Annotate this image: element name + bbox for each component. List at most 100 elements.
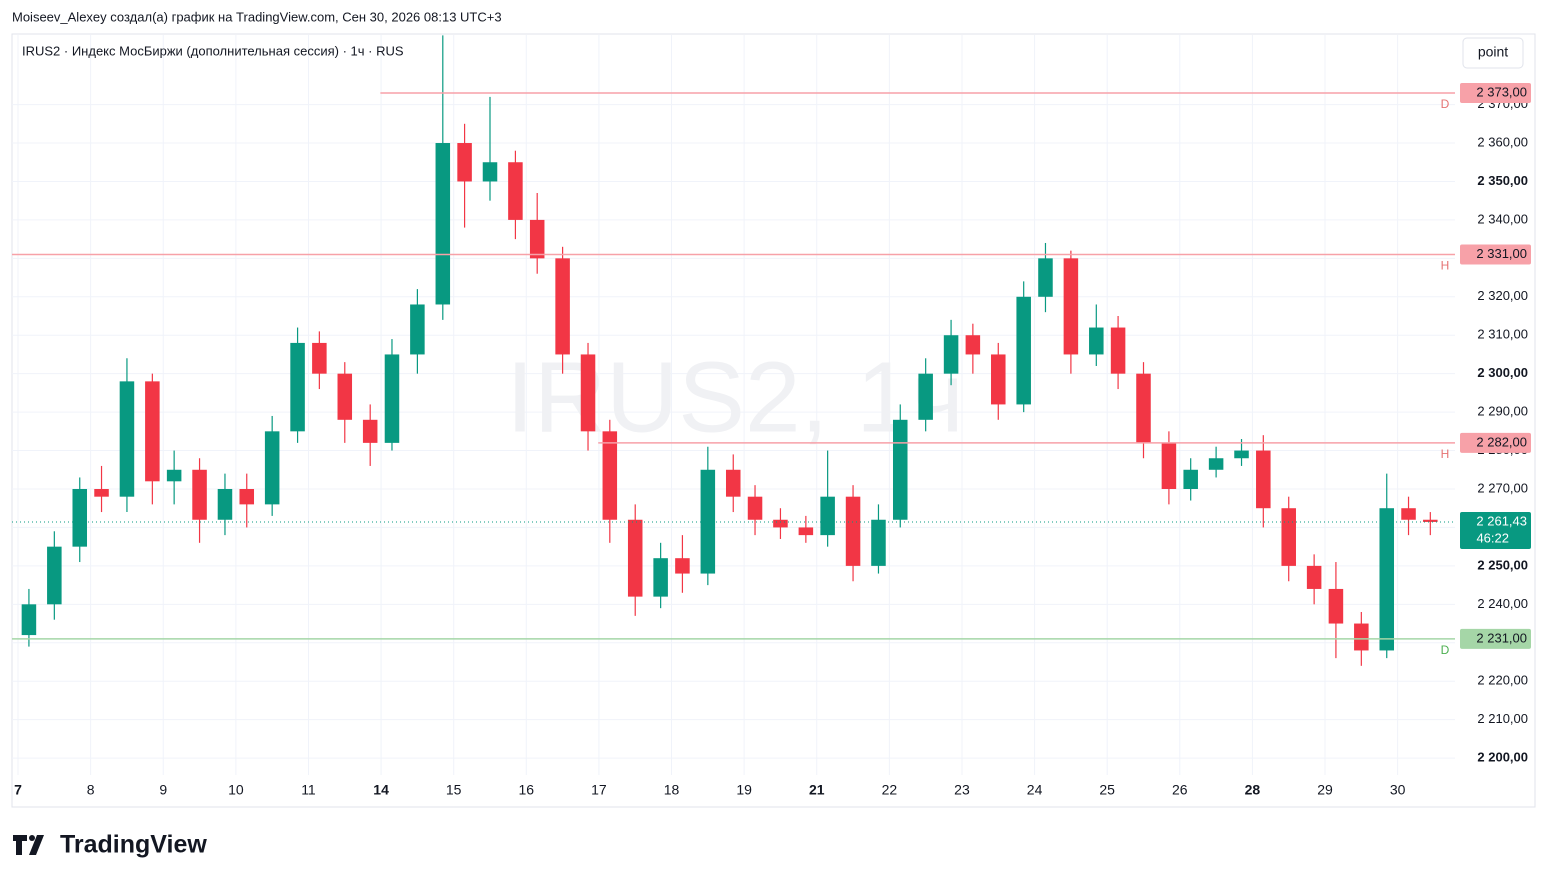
candle-body: [602, 431, 618, 520]
y-tick-label: 2 350,00: [1477, 173, 1528, 188]
candle-body: [700, 469, 716, 574]
level-label-box: [1460, 432, 1531, 453]
candle-body: [239, 488, 255, 505]
candle-body: [1110, 327, 1126, 374]
level-label: 2 282,00: [1476, 434, 1527, 449]
x-tick-label: 29: [1317, 782, 1333, 798]
x-tick-label: 14: [373, 782, 389, 798]
x-tick-label: 24: [1027, 782, 1043, 798]
candle-body: [119, 381, 135, 497]
candle-body: [1234, 450, 1249, 459]
candle-body: [747, 496, 763, 520]
candle-body: [1089, 327, 1104, 355]
candle-body: [21, 604, 37, 636]
level-label: 2 231,00: [1476, 630, 1527, 645]
grid: [12, 35, 1455, 775]
candle-body: [773, 519, 788, 528]
candle-body: [943, 335, 959, 374]
candle-body: [580, 354, 596, 432]
candle-body: [264, 431, 280, 505]
chart-title: IRUS2 · Индекс МосБиржи (дополнительная …: [22, 43, 404, 58]
candle-body: [290, 342, 305, 432]
candle-body: [410, 304, 425, 355]
credit: Moiseev_Alexey создал(а) график на Tradi…: [12, 9, 502, 24]
y-tick-label: 2 250,00: [1477, 557, 1528, 572]
current-price-timer: 46:22: [1476, 530, 1509, 545]
candle-body: [845, 496, 861, 566]
candle-body: [192, 469, 207, 520]
point-button-label[interactable]: point: [1478, 44, 1508, 60]
y-tick-label: 2 210,00: [1477, 711, 1528, 726]
plot: [12, 35, 1455, 666]
candle-body: [1423, 519, 1438, 522]
y-tick-label: 2 290,00: [1477, 404, 1528, 419]
x-tick-label: 25: [1099, 782, 1115, 798]
point-button[interactable]: [1462, 37, 1524, 69]
y-tick-label: 2 300,00: [1477, 365, 1528, 380]
level-label: 2 331,00: [1476, 246, 1527, 261]
candle-body: [384, 354, 400, 443]
level-label-box: [1460, 83, 1531, 104]
candle-body: [94, 488, 109, 497]
x-tick-label: 17: [591, 782, 607, 798]
candle-body: [991, 354, 1006, 405]
x-tick-label: 23: [954, 782, 970, 798]
candle-body: [312, 342, 327, 374]
candle-body: [1161, 442, 1177, 489]
logo-icon: [13, 835, 44, 855]
candle-body: [145, 381, 160, 482]
candle-body: [217, 488, 233, 520]
candle-body: [1281, 508, 1296, 566]
candle-body: [72, 488, 88, 547]
current-price-box: [1460, 511, 1531, 549]
candle-body: [555, 258, 570, 355]
candle-body: [529, 219, 545, 259]
y-tick-label: 2 360,00: [1477, 134, 1528, 149]
chart-frame: [11, 33, 1536, 808]
level-label: 2 373,00: [1476, 84, 1527, 99]
x-tick-label: 9: [159, 782, 167, 798]
x-tick-label: 21: [809, 782, 825, 798]
x-tick-label: 22: [882, 782, 898, 798]
candle-body: [166, 469, 182, 482]
candle-body: [47, 546, 62, 605]
y-tick-label: 2 340,00: [1477, 211, 1528, 226]
level-tag: D: [1441, 643, 1450, 657]
level-tag: H: [1441, 447, 1450, 461]
level-tag: H: [1441, 259, 1450, 273]
candle-body: [1183, 469, 1198, 489]
candle-body: [820, 496, 835, 536]
candle-body: [798, 527, 814, 536]
current-price-label: 2 261,43: [1476, 513, 1527, 528]
x-tick-label: 10: [228, 782, 244, 798]
y-tick-label: 2 310,00: [1477, 327, 1528, 342]
x-tick-label: 18: [664, 782, 680, 798]
candle-body: [362, 419, 378, 443]
candle-body: [675, 558, 690, 574]
candle-body: [1354, 623, 1369, 651]
x-tick-label: 15: [446, 782, 462, 798]
candle-body: [435, 143, 451, 305]
x-tick-label: 8: [87, 782, 95, 798]
candle-body: [1208, 458, 1224, 470]
candle-body: [1401, 508, 1416, 520]
candle-body: [627, 519, 643, 597]
x-tick-label: 19: [736, 782, 752, 798]
y-tick-label: 2 200,00: [1477, 750, 1528, 765]
candle-body: [1136, 373, 1151, 443]
candle-body: [1328, 588, 1344, 624]
logo-text: TradingView: [60, 831, 207, 859]
candle-body: [457, 143, 472, 182]
candle-body: [918, 373, 933, 420]
candle-body: [482, 162, 498, 182]
candle-body: [1038, 258, 1053, 297]
candle-body: [337, 373, 353, 420]
x-tick-label: 7: [14, 782, 22, 798]
candle-body: [965, 335, 981, 355]
candle-body: [892, 419, 908, 520]
candle-body: [653, 558, 668, 597]
y-tick-label: 2 320,00: [1477, 288, 1528, 303]
candle-body: [1306, 565, 1322, 589]
